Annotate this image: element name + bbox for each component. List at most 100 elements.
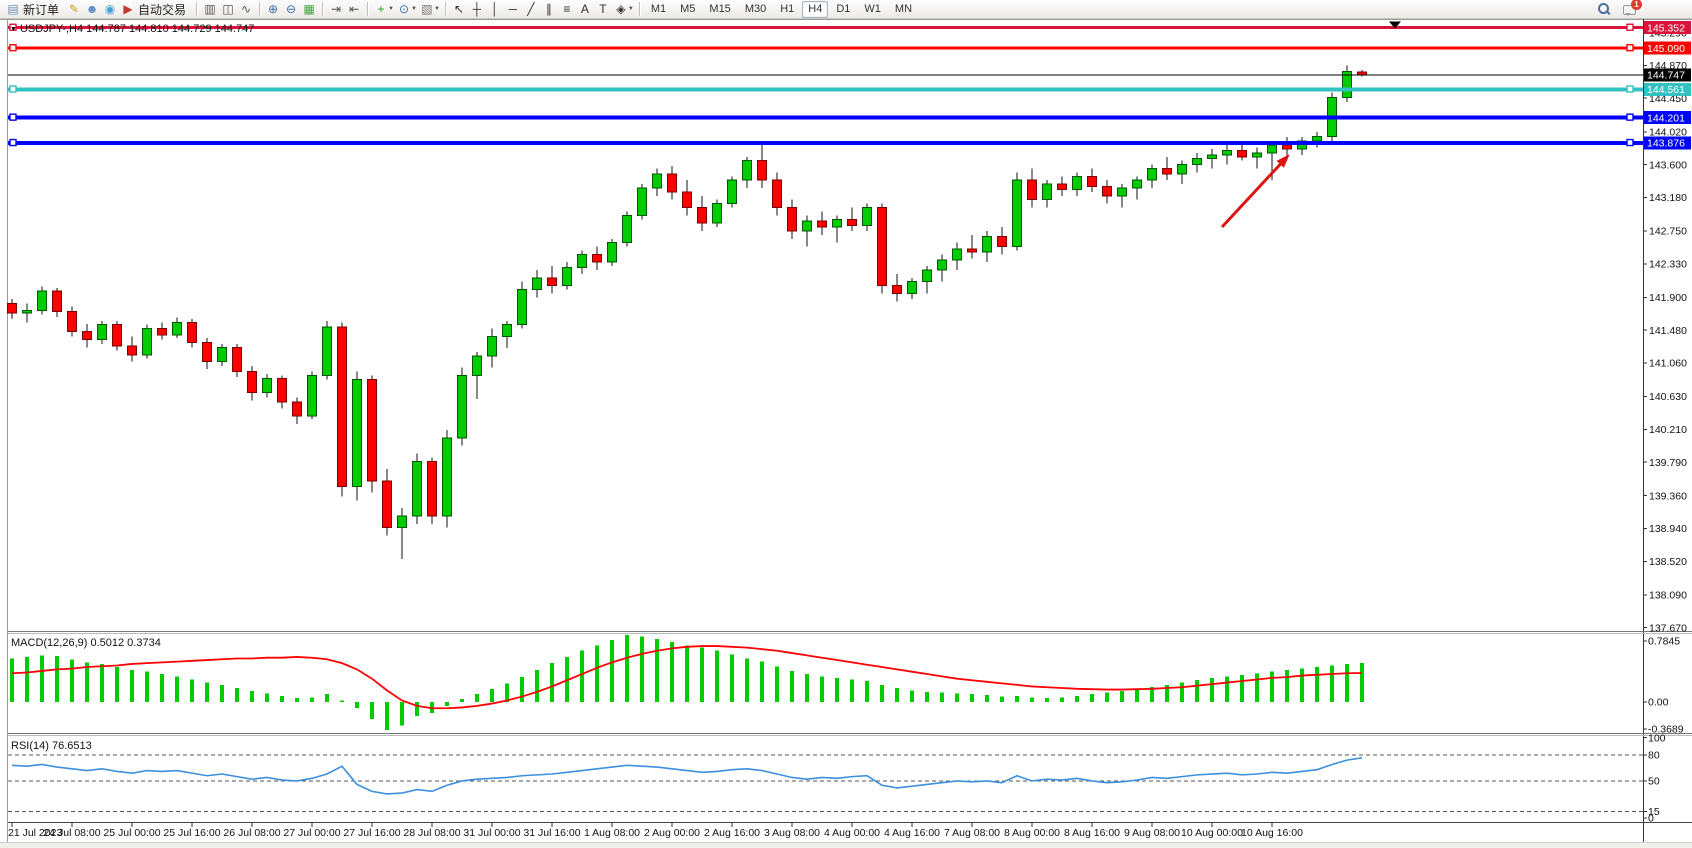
profile-icon[interactable]: ☻ — [85, 2, 99, 16]
time-axis-label: 31 Jul 00:00 — [463, 827, 520, 839]
chevron-down-icon[interactable]: ▼ — [410, 6, 417, 12]
zoom-out-icon[interactable]: ⊖ — [286, 2, 297, 16]
price-axis-label: 141.480 — [1649, 325, 1687, 337]
line-handle[interactable] — [9, 23, 17, 31]
shapes-icon[interactable]: ◈ — [616, 2, 626, 16]
time-axis-label: 27 Jul 00:00 — [283, 827, 340, 839]
chat-icon[interactable]: 1 — [1622, 0, 1642, 17]
macd-histogram-bar — [1225, 676, 1229, 702]
cursor-icon[interactable]: ↖ — [453, 2, 464, 16]
macd-histogram-bar — [205, 682, 209, 702]
macd-histogram-bar — [1150, 687, 1154, 702]
channel-icon[interactable]: ∥ — [545, 2, 552, 16]
line-handle[interactable] — [1626, 113, 1634, 121]
macd-histogram-bar — [1330, 665, 1334, 702]
price-axis-label: 142.750 — [1649, 226, 1687, 238]
line-handle[interactable] — [9, 44, 17, 52]
macd-histogram-bar — [1180, 682, 1184, 702]
line-handle[interactable] — [9, 138, 17, 147]
timeframe-button-d1[interactable]: D1 — [836, 2, 851, 15]
crosshair-icon[interactable]: ┼ — [472, 2, 482, 16]
timeframe-button-h1[interactable]: H1 — [780, 2, 795, 15]
styler-icon[interactable]: ✎ — [68, 2, 80, 16]
macd-histogram-bar — [730, 654, 734, 702]
periods-icon[interactable]: ⊙ — [398, 2, 410, 16]
chart-shift-icon[interactable]: ⇤ — [349, 2, 360, 16]
bar-chart-icon[interactable]: ▥ — [204, 2, 216, 16]
candle-body — [97, 324, 107, 341]
macd-histogram-bar — [115, 667, 119, 702]
candle-body — [1252, 152, 1262, 158]
macd-histogram-bar — [310, 697, 314, 702]
candle-body — [1072, 175, 1082, 191]
zoom-in-icon[interactable]: ⊕ — [268, 2, 279, 16]
timeframe-button-h4[interactable]: H4 — [802, 0, 829, 18]
auto-scroll-icon[interactable]: ⇥ — [331, 2, 342, 16]
rsi-axis-label: 80 — [1648, 750, 1660, 762]
price-axis-label: 141.900 — [1649, 292, 1687, 304]
time-axis-label: 27 Jul 16:00 — [343, 827, 400, 839]
arrow-head[interactable] — [1276, 154, 1290, 168]
toolbar-buttons: ▤ 新订单 ✎ ☻ ◉ ▶ 自动交易 ▥ ◫ ∿ ⊕ ⊖ ▦ ⇥ ⇤ + ▼ ⊙ ▼ ▧ ▼ ↖ ┼ │ ─ ╱ ∥ ≡ A T ◈ ▼ M1 M… — [4, 0, 1596, 18]
rsi-axis-label: 0 — [1648, 813, 1654, 825]
macd-histogram-bar — [85, 662, 89, 702]
candle-body — [997, 235, 1007, 248]
indicators-icon[interactable]: + — [377, 2, 385, 16]
line-chart-icon[interactable]: ∿ — [241, 2, 252, 16]
candle-body — [427, 460, 437, 517]
line-handle[interactable] — [9, 113, 17, 121]
new-order-icon[interactable]: ▤ — [7, 2, 19, 16]
line-handle[interactable] — [1626, 44, 1634, 52]
templates-icon[interactable]: ▧ — [421, 2, 433, 16]
macd-histogram-bar — [1195, 680, 1199, 702]
candle-body — [412, 460, 422, 517]
candle-body — [22, 310, 32, 314]
timeframe-button-m1[interactable]: M1 — [650, 2, 667, 15]
trendline-icon[interactable]: ╱ — [527, 2, 535, 16]
candle-body — [37, 290, 47, 312]
vertical-line-icon[interactable]: │ — [491, 2, 499, 16]
candle-body — [1282, 144, 1292, 150]
search-icon[interactable] — [1596, 1, 1612, 17]
new-order-label[interactable]: 新订单 — [23, 2, 60, 17]
candle-body — [1267, 144, 1277, 154]
chevron-down-icon[interactable]: ▼ — [388, 6, 394, 12]
candle-body — [82, 331, 92, 341]
chevron-down-icon[interactable]: ▼ — [433, 6, 440, 12]
timeframe-button-mn[interactable]: MN — [894, 2, 913, 15]
timeframe-button-m5[interactable]: M5 — [680, 2, 696, 15]
price-axis-label: 141.060 — [1649, 358, 1687, 370]
line-handle[interactable] — [1626, 85, 1634, 93]
macd-histogram-bar — [220, 684, 224, 702]
macd-histogram-bar — [235, 688, 239, 702]
macd-histogram-bar — [145, 671, 149, 702]
macd-histogram-bar — [850, 679, 854, 702]
time-axis-label: 28 Jul 08:00 — [403, 827, 460, 839]
text-icon[interactable]: A — [580, 2, 589, 16]
line-handle[interactable] — [1626, 138, 1634, 147]
price-scale: 145.290144.870144.450144.020143.600143.1… — [1643, 21, 1691, 825]
candle-body — [352, 378, 362, 487]
macd-histogram-bar — [1270, 671, 1274, 702]
tile-windows-icon[interactable]: ▦ — [303, 2, 315, 16]
fibonacci-icon[interactable]: ≡ — [563, 2, 571, 16]
candlestick-chart-icon[interactable]: ◫ — [222, 2, 234, 16]
chevron-down-icon[interactable]: ▼ — [627, 6, 634, 12]
candle-body — [1342, 71, 1352, 98]
autotrading-label[interactable]: 自动交易 — [138, 2, 187, 17]
autotrading-icon[interactable]: ▶ — [123, 2, 133, 16]
text-label-icon[interactable]: T — [599, 2, 607, 16]
timeframe-button-m30[interactable]: M30 — [744, 2, 767, 15]
timeframe-button-w1[interactable]: W1 — [864, 2, 881, 15]
chart-shift-marker[interactable] — [1389, 21, 1401, 29]
timeframe-button-m15[interactable]: M15 — [709, 2, 731, 15]
horizontal-line-icon[interactable]: ─ — [508, 2, 518, 16]
candle-body — [1147, 167, 1157, 181]
line-handle[interactable] — [9, 85, 17, 93]
radar-icon[interactable]: ◉ — [104, 2, 116, 16]
time-axis-label: 25 Jul 00:00 — [103, 827, 160, 839]
line-handle[interactable] — [1626, 23, 1634, 31]
price-axis-label: 138.090 — [1649, 590, 1687, 602]
arrow-line[interactable] — [1220, 161, 1283, 229]
